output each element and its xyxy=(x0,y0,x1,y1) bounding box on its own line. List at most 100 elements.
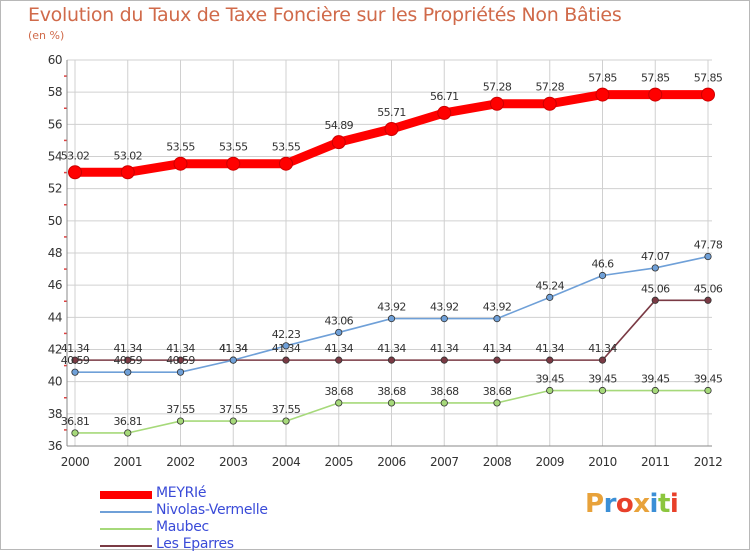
data-label: 53.02 xyxy=(61,149,90,162)
data-point xyxy=(546,293,554,301)
data-point xyxy=(176,417,185,425)
data-point xyxy=(335,399,343,407)
x-tick-label: 2008 xyxy=(483,455,512,469)
data-label: 47.78 xyxy=(694,239,723,252)
data-label: 43.06 xyxy=(325,314,354,327)
x-tick-label: 2002 xyxy=(166,455,195,469)
data-label: 40.59 xyxy=(166,354,195,367)
data-point xyxy=(226,156,241,171)
data-label: 41.34 xyxy=(325,342,354,355)
legend-swatch xyxy=(100,528,152,530)
data-point xyxy=(124,356,132,364)
data-label: 57.28 xyxy=(536,81,565,94)
data-label: 37.55 xyxy=(272,403,301,416)
x-tick-label: 2006 xyxy=(377,455,406,469)
data-label: 39.45 xyxy=(641,373,670,386)
data-label: 37.55 xyxy=(166,403,195,416)
data-label: 40.59 xyxy=(61,354,90,367)
legend-label: MEYRIé xyxy=(156,485,207,501)
data-label: 42.23 xyxy=(272,328,301,341)
data-point xyxy=(176,356,185,364)
data-label: 46.6 xyxy=(591,258,614,271)
series-lines xyxy=(68,87,715,437)
data-label: 38.68 xyxy=(430,385,459,398)
data-point xyxy=(279,156,293,171)
data-point xyxy=(440,399,448,407)
legend-swatch xyxy=(100,491,152,499)
chart-title: Evolution du Taux de Taxe Foncière sur l… xyxy=(28,4,622,26)
data-point xyxy=(173,156,188,171)
data-label: 39.45 xyxy=(694,373,723,386)
data-point xyxy=(651,386,659,395)
data-point xyxy=(335,328,343,337)
x-tick-label: 2004 xyxy=(272,455,301,469)
data-point xyxy=(701,87,715,102)
data-point xyxy=(546,386,554,395)
data-labels: 36.81 36.81 37.55 37.55 37.55 38.68 38.68 38.68… xyxy=(61,72,724,428)
data-label: 41.34 xyxy=(61,342,90,355)
data-label: 41.34 xyxy=(219,342,248,355)
data-point xyxy=(651,264,659,272)
y-tick-label: 56 xyxy=(48,117,62,131)
y-tick-label: 60 xyxy=(48,53,62,67)
data-point xyxy=(229,417,237,425)
legend-label: Maubec xyxy=(156,519,209,535)
data-point xyxy=(68,165,82,180)
data-label: 57.85 xyxy=(641,72,670,85)
data-label: 41.34 xyxy=(114,342,143,355)
data-point xyxy=(71,429,79,437)
logo-letter: r xyxy=(603,489,617,519)
data-point xyxy=(490,96,504,111)
data-point xyxy=(120,165,135,180)
y-tick-label: 46 xyxy=(48,278,62,292)
data-point xyxy=(598,386,607,395)
data-point xyxy=(282,356,290,364)
y-tick-label: 44 xyxy=(48,310,62,324)
data-point xyxy=(546,356,554,364)
y-tick-label: 40 xyxy=(48,375,62,389)
data-label: 38.68 xyxy=(325,385,354,398)
data-label: 41.34 xyxy=(430,342,459,355)
x-tick-label: 2007 xyxy=(430,455,459,469)
data-point xyxy=(331,135,346,150)
logo-letter: x xyxy=(633,489,650,519)
data-label: 43.92 xyxy=(430,301,459,314)
y-tick-label: 38 xyxy=(48,407,62,421)
data-label: 53.55 xyxy=(219,141,248,154)
data-label: 57.85 xyxy=(588,72,617,85)
data-label: 45.06 xyxy=(641,282,670,295)
x-tick-label: 2000 xyxy=(61,455,90,469)
x-tick-label: 2010 xyxy=(588,455,617,469)
x-tick-label: 2011 xyxy=(641,455,670,469)
logo-letter: t xyxy=(657,489,670,519)
data-label: 45.24 xyxy=(536,279,565,292)
data-point xyxy=(704,252,712,261)
y-axis-label: (en %) xyxy=(28,29,65,42)
y-tick-label: 54 xyxy=(48,150,62,164)
data-label: 57.28 xyxy=(483,81,512,94)
data-label: 53.02 xyxy=(114,149,143,162)
data-label: 37.55 xyxy=(219,403,248,416)
data-label: 38.68 xyxy=(483,385,512,398)
logo-letter: o xyxy=(615,489,634,519)
logo-letter: i xyxy=(669,489,679,519)
data-label: 41.34 xyxy=(483,342,512,355)
data-point xyxy=(493,356,501,364)
data-point xyxy=(282,342,290,350)
legend-label: Les Eparres xyxy=(156,536,234,552)
data-point xyxy=(651,296,659,304)
logo-letter: P xyxy=(585,489,604,519)
data-label: 54.89 xyxy=(325,119,354,132)
y-tick-label: 42 xyxy=(48,343,62,357)
data-label: 41.34 xyxy=(588,342,617,355)
data-point xyxy=(542,96,557,111)
data-label: 39.45 xyxy=(536,373,565,386)
y-tick-label: 58 xyxy=(48,85,62,99)
data-point xyxy=(384,121,399,136)
data-point xyxy=(440,356,448,364)
data-point xyxy=(71,356,79,364)
data-label: 43.92 xyxy=(483,301,512,314)
data-label: 47.07 xyxy=(641,250,670,263)
data-label: 53.55 xyxy=(166,141,195,154)
data-label: 53.55 xyxy=(272,141,301,154)
